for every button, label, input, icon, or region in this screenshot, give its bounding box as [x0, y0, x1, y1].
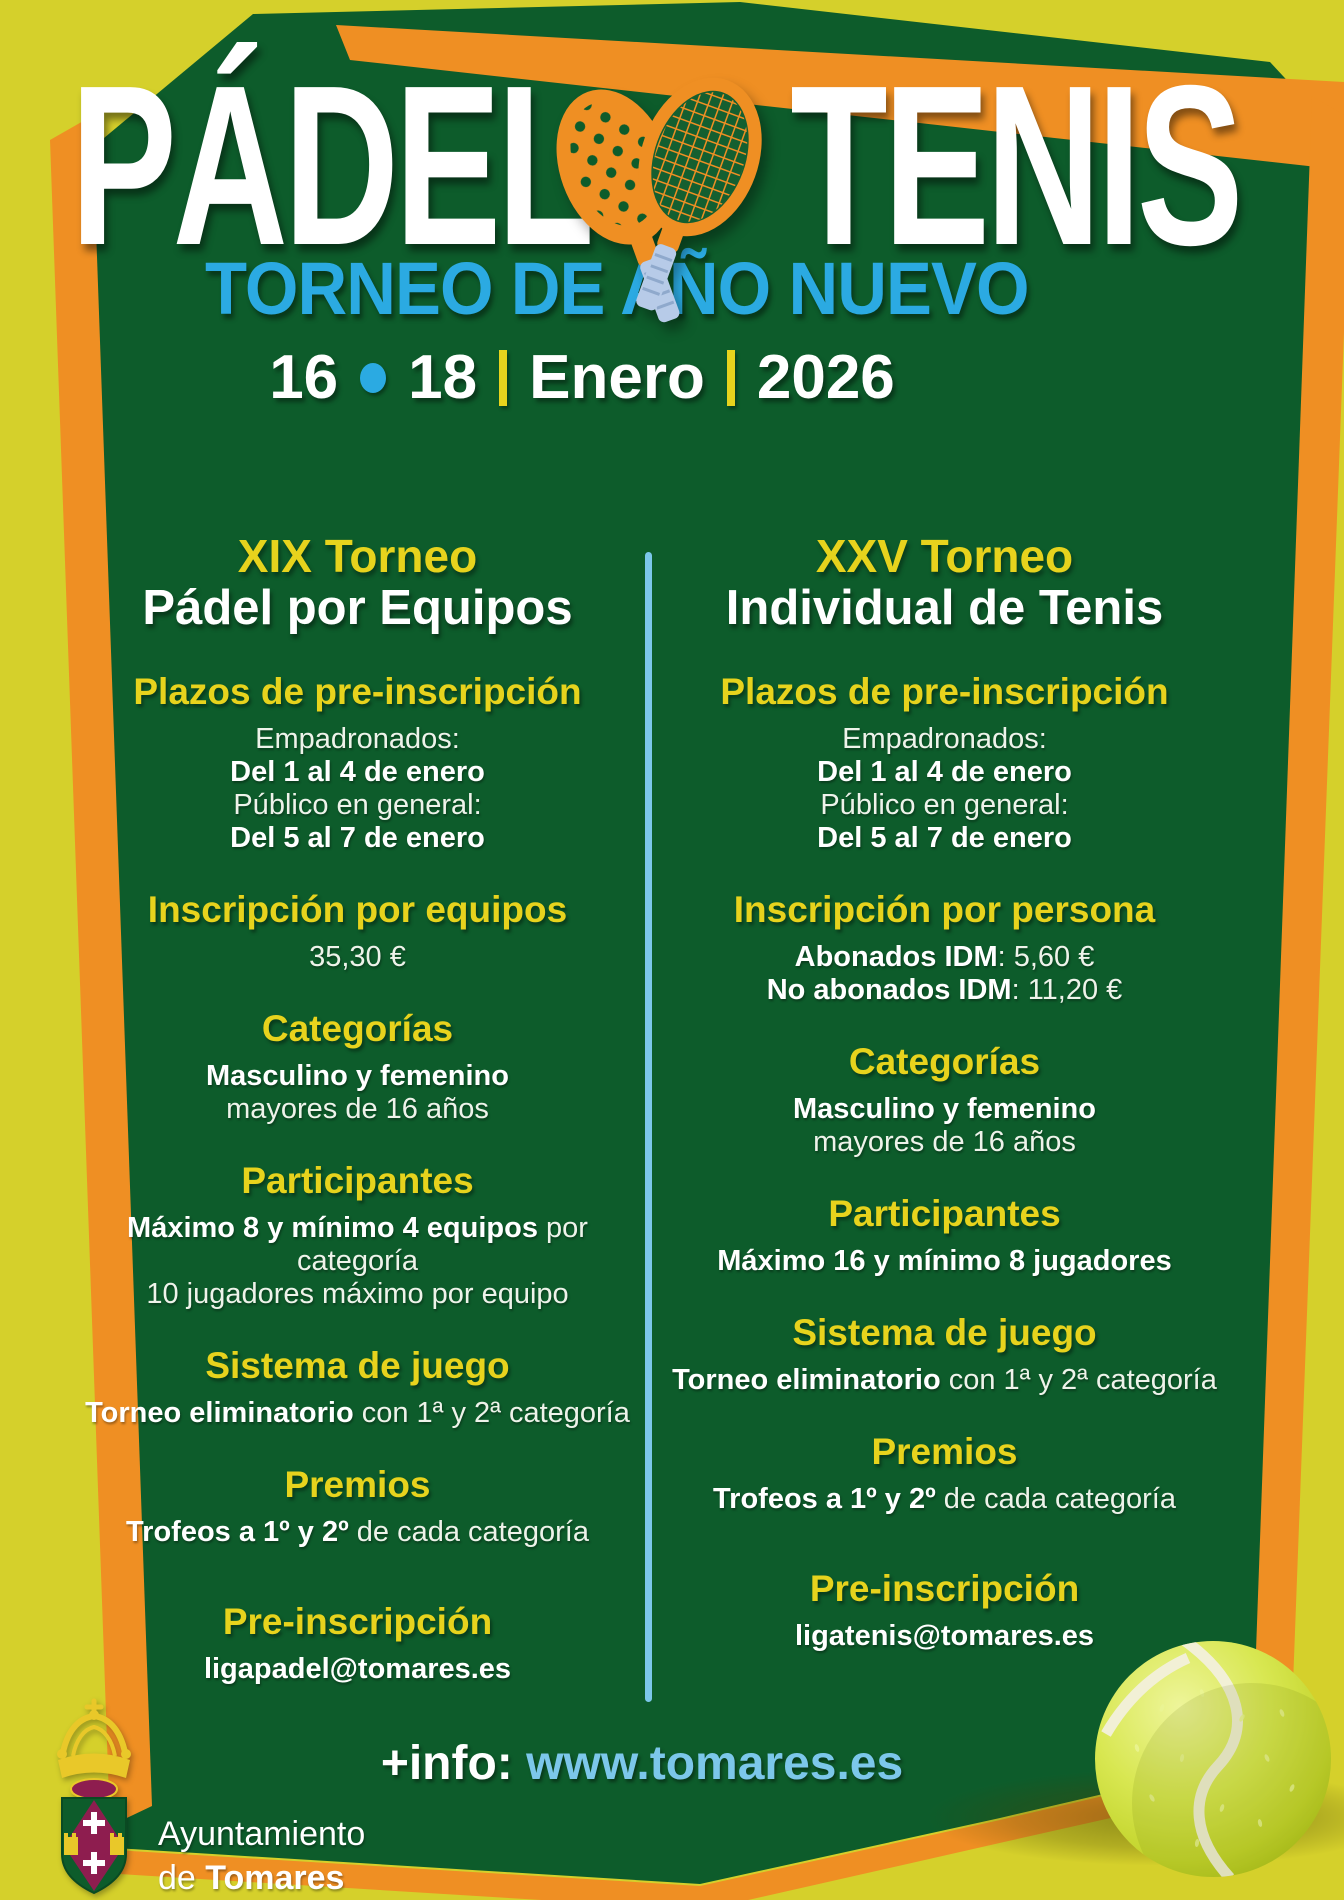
section-line: Torneo eliminatorio con 1ª y 2ª categorí… — [85, 1396, 630, 1429]
column-sections: Plazos de pre-inscripción Empadronados: De… — [672, 671, 1217, 1653]
section-line: Máximo 8 y mínimo 4 equipos por categorí… — [127, 1211, 588, 1277]
column-padel: XIX Torneo Pádel por Equipos Plazos de p… — [85, 532, 630, 1686]
section-line: Del 5 al 7 de enero — [817, 821, 1072, 854]
section-padel-2: Categorías Masculino y femenino mayores de… — [85, 1008, 630, 1126]
column-divider — [645, 552, 652, 1702]
section-line: Público en general: — [233, 788, 482, 821]
date-day-end: 18 — [408, 343, 478, 412]
section-heading: Pre-inscripción — [222, 1600, 493, 1642]
section-line: Del 5 al 7 de enero — [230, 821, 485, 854]
section-padel-1: Inscripción por equipos 35,30 € — [85, 889, 630, 974]
section-line: Trofeos a 1º y 2º de cada categoría — [126, 1515, 589, 1548]
column-tenis: XXV Torneo Individual de Tenis Plazos de… — [672, 532, 1217, 1653]
crossed-rackets-icon — [556, 77, 762, 323]
org-line2: de Tomares — [158, 1859, 345, 1897]
section-line: Masculino y femenino — [206, 1059, 509, 1092]
section-line: 10 jugadores máximo por equipo — [146, 1277, 569, 1310]
section-line: Masculino y femenino — [793, 1092, 1096, 1125]
title-tenis: TENIS — [790, 39, 1244, 293]
section-heading: Plazos de pre-inscripción — [720, 670, 1169, 712]
section-tenis-2: Categorías Masculino y femenino mayores de… — [672, 1041, 1217, 1159]
section-line: ligatenis@tomares.es — [794, 1619, 1095, 1652]
section-padel-5: Premios Trofeos a 1º y 2º de cada categor… — [85, 1464, 630, 1549]
crown-icon — [57, 1698, 131, 1778]
date-dot-separator — [360, 362, 387, 393]
date-month: Enero — [529, 343, 705, 412]
shield-icon — [61, 1778, 127, 1895]
event-date: 16 18 Enero 2026 — [0, 342, 1164, 413]
section-heading: Plazos de pre-inscripción — [133, 670, 582, 712]
section-tenis-5: Premios Trofeos a 1º y 2º de cada categor… — [672, 1431, 1217, 1516]
website-url: www.tomares.es — [526, 1737, 904, 1790]
tennis-racket-icon — [636, 77, 762, 311]
column-edition-title: XXV Torneo — [815, 530, 1074, 582]
section-line: No abonados IDM: 11,20 € — [766, 973, 1123, 1006]
section-line: mayores de 16 años — [813, 1125, 1076, 1158]
section-heading: Categorías — [261, 1007, 454, 1049]
section-tenis-4: Sistema de juego Torneo eliminatorio con … — [672, 1312, 1217, 1397]
section-heading: Participantes — [828, 1192, 1061, 1234]
section-heading: Inscripción por persona — [733, 888, 1156, 930]
date-bar-separator — [499, 349, 508, 406]
section-heading: Pre-inscripción — [809, 1567, 1080, 1609]
section-line: Del 1 al 4 de enero — [230, 755, 485, 788]
section-line: Máximo 16 y mínimo 8 jugadores — [717, 1244, 1172, 1277]
column-name-title: Pádel por Equipos — [142, 581, 573, 636]
section-line: ligapadel@tomares.es — [203, 1652, 512, 1685]
section-padel-4: Sistema de juego Torneo eliminatorio con … — [85, 1345, 630, 1430]
column-name-title: Individual de Tenis — [725, 581, 1164, 636]
section-heading: Sistema de juego — [792, 1311, 1097, 1353]
date-bar-separator — [726, 349, 735, 406]
section-line: Del 1 al 4 de enero — [817, 755, 1072, 788]
section-tenis-6: Pre-inscripción ligatenis@tomares.es — [672, 1568, 1217, 1653]
section-heading: Participantes — [241, 1159, 474, 1201]
column-edition-title: XIX Torneo — [237, 530, 478, 582]
column-sections: Plazos de pre-inscripción Empadronados: De… — [85, 671, 630, 1686]
organization-name: Ayuntamiento de Tomares — [158, 1812, 365, 1900]
info-label: +info: — [380, 1737, 513, 1790]
tennis-ball-image — [1095, 1641, 1331, 1877]
section-padel-0: Plazos de pre-inscripción Empadronados: De… — [85, 671, 630, 855]
section-heading: Inscripción por equipos — [147, 888, 568, 930]
section-line: Torneo eliminatorio con 1ª y 2ª categorí… — [672, 1363, 1217, 1396]
section-tenis-1: Inscripción por persona Abonados IDM: 5,6… — [672, 889, 1217, 1007]
section-line: Abonados IDM: 5,60 € — [794, 940, 1095, 973]
section-line: mayores de 16 años — [226, 1092, 489, 1125]
section-heading: Categorías — [848, 1040, 1041, 1082]
section-heading: Premios — [871, 1430, 1018, 1472]
org-line1: Ayuntamiento — [158, 1815, 366, 1853]
more-info-line: +info: www.tomares.es — [0, 1736, 1284, 1791]
section-line: Público en general: — [820, 788, 1069, 821]
title-padel: PÁDEL — [70, 39, 594, 293]
section-line: Empadronados: — [255, 722, 460, 755]
section-padel-3: Participantes Máximo 8 y mínimo 4 equipos… — [85, 1160, 630, 1311]
section-padel-6: Pre-inscripción ligapadel@tomares.es — [85, 1601, 630, 1686]
section-line: Trofeos a 1º y 2º de cada categoría — [713, 1482, 1176, 1515]
section-tenis-3: Participantes Máximo 16 y mínimo 8 jugado… — [672, 1193, 1217, 1278]
tomares-coat-of-arms — [57, 1698, 131, 1895]
section-heading: Premios — [284, 1463, 431, 1505]
section-heading: Sistema de juego — [205, 1344, 510, 1386]
section-tenis-0: Plazos de pre-inscripción Empadronados: De… — [672, 671, 1217, 855]
section-line: Empadronados: — [842, 722, 1047, 755]
poster-subtitle: TORNEO DE AÑO NUEVO — [205, 247, 1030, 330]
section-line: 35,30 € — [309, 940, 406, 973]
date-day-start: 16 — [269, 343, 339, 412]
date-year: 2026 — [756, 343, 895, 412]
